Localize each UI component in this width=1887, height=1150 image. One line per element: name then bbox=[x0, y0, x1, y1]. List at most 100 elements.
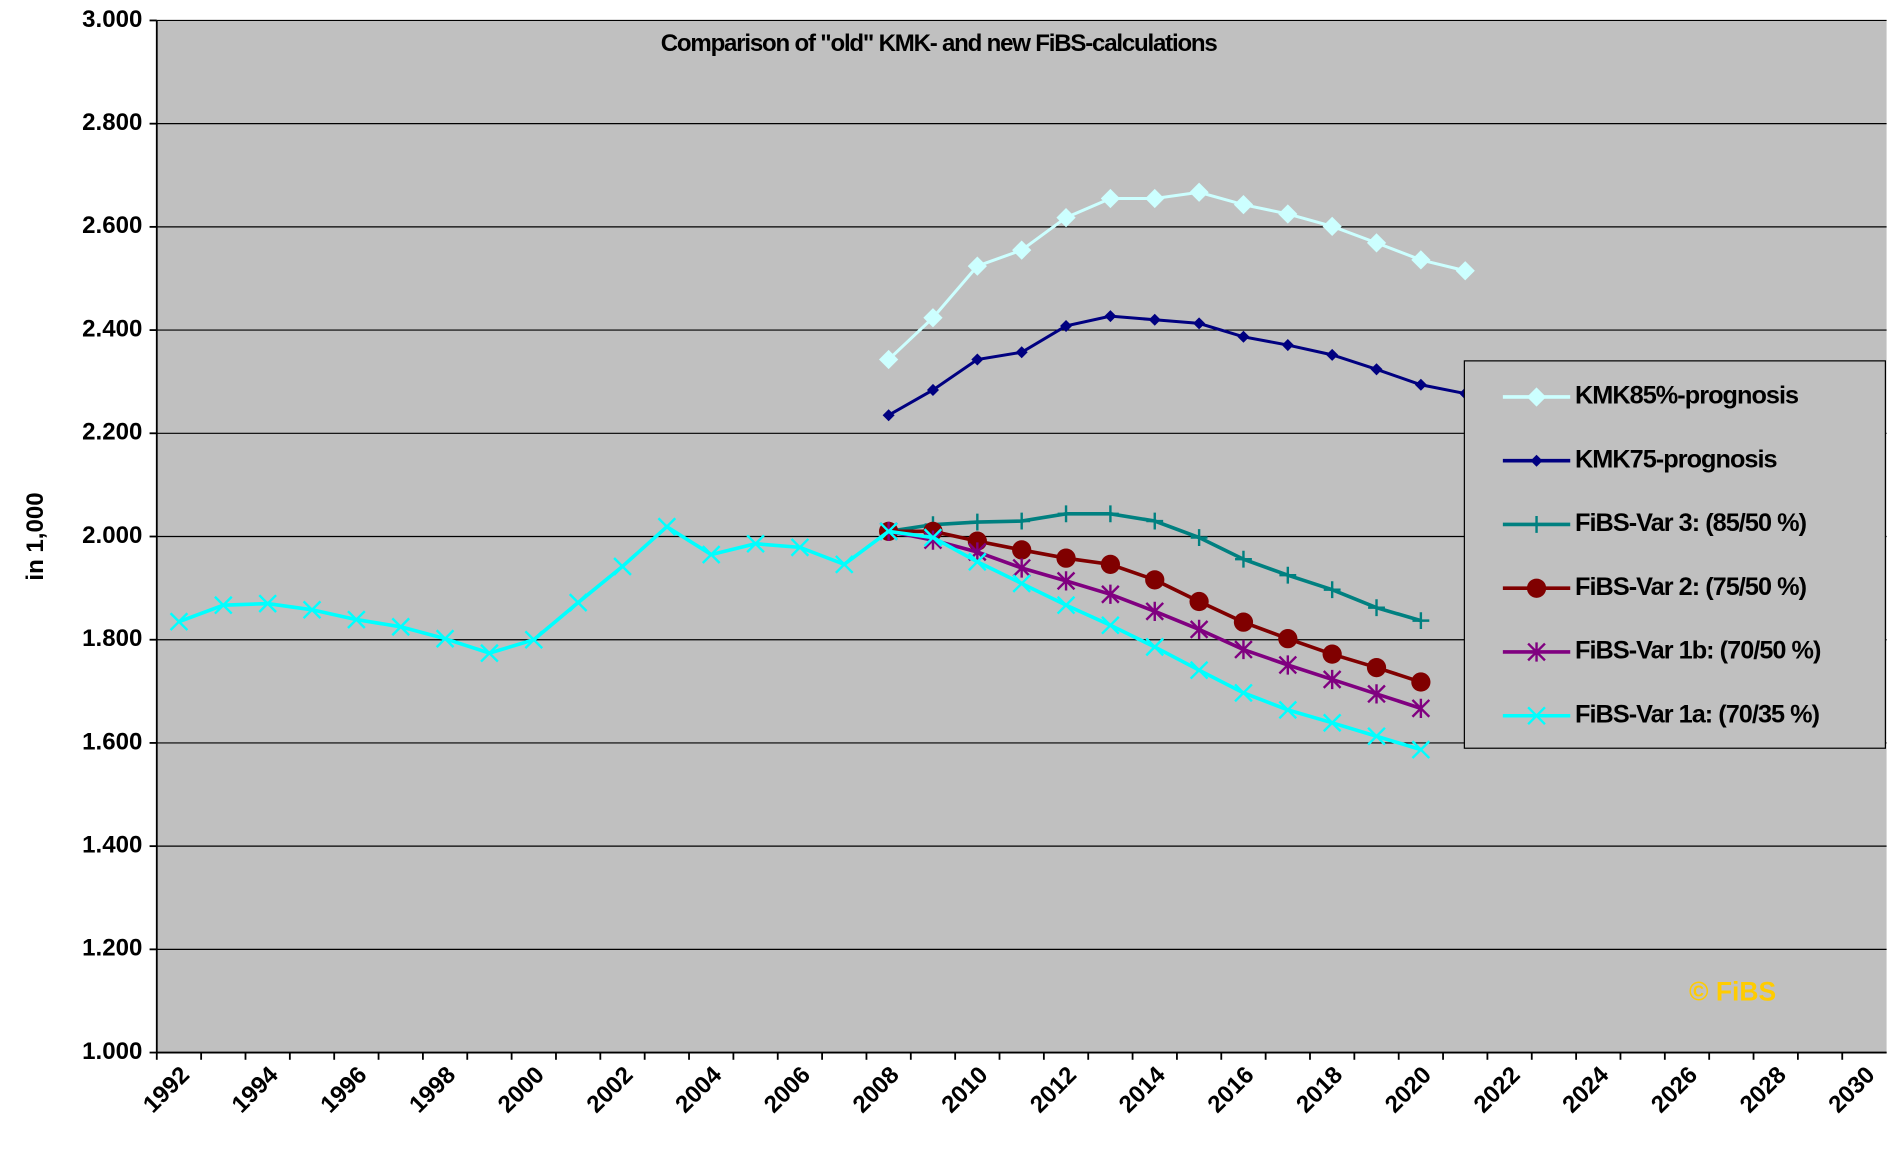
marker bbox=[1279, 566, 1297, 584]
marker bbox=[1530, 454, 1543, 467]
marker bbox=[214, 595, 233, 615]
x-tick-label: 2016 bbox=[1202, 1061, 1259, 1118]
marker bbox=[1056, 595, 1076, 615]
marker bbox=[1234, 639, 1253, 660]
legend: KMK85%-prognosis KMK75-prognosis FiBS-Var … bbox=[1463, 360, 1886, 749]
marker bbox=[1233, 612, 1254, 632]
marker bbox=[1060, 319, 1073, 332]
y-tick-label: 2.600 bbox=[82, 212, 142, 239]
marker bbox=[1056, 571, 1076, 591]
marker bbox=[1278, 629, 1298, 649]
marker bbox=[971, 353, 984, 366]
marker bbox=[968, 513, 986, 531]
legend-label: FiBS-Var 3: (85/50 %) bbox=[1575, 509, 1807, 537]
marker bbox=[701, 545, 721, 564]
y-axis-label: in 1,000 bbox=[22, 492, 49, 580]
marker bbox=[1057, 505, 1075, 523]
marker bbox=[302, 600, 322, 620]
y-tick-label: 2.000 bbox=[82, 522, 142, 549]
x-tick-label: 2018 bbox=[1291, 1061, 1348, 1118]
y-tick-label: 1.800 bbox=[82, 625, 142, 652]
watermark: © FiBS bbox=[1689, 977, 1776, 1007]
marker bbox=[1235, 550, 1252, 568]
x-tick-label: 2028 bbox=[1735, 1061, 1792, 1118]
marker bbox=[1411, 698, 1431, 718]
marker bbox=[613, 557, 632, 576]
marker bbox=[1012, 540, 1032, 560]
marker bbox=[524, 630, 544, 649]
y-tick-label: 3.000 bbox=[82, 6, 142, 33]
marker bbox=[1278, 655, 1298, 675]
y-tick-label: 2.800 bbox=[82, 109, 142, 136]
marker bbox=[1367, 684, 1386, 704]
marker bbox=[1012, 558, 1031, 578]
marker bbox=[1528, 516, 1545, 533]
marker bbox=[923, 528, 943, 547]
marker bbox=[1012, 574, 1031, 593]
marker bbox=[1237, 330, 1250, 343]
marker bbox=[1278, 700, 1298, 720]
marker bbox=[657, 517, 677, 536]
marker bbox=[879, 522, 898, 541]
marker bbox=[1278, 204, 1298, 224]
chart-title: Comparison of "old" KMK- and new FiBS-ca… bbox=[661, 30, 1218, 57]
marker bbox=[1146, 512, 1164, 530]
marker bbox=[480, 643, 499, 663]
legend-label: FiBS-Var 2: (75/50 %) bbox=[1575, 573, 1807, 601]
marker bbox=[391, 617, 411, 637]
marker bbox=[347, 610, 366, 629]
marker bbox=[926, 383, 939, 396]
x-tick-label: 2002 bbox=[582, 1061, 639, 1118]
marker bbox=[1526, 578, 1547, 598]
x-tick-label: 1992 bbox=[138, 1061, 195, 1118]
x-tick-label: 1996 bbox=[315, 1061, 372, 1118]
marker bbox=[1411, 740, 1431, 759]
x-tick-label: 1998 bbox=[404, 1061, 461, 1118]
marker bbox=[1101, 615, 1120, 635]
marker bbox=[879, 349, 899, 370]
marker bbox=[169, 612, 189, 631]
x-tick-label: 2022 bbox=[1469, 1061, 1526, 1118]
x-tick-label: 2010 bbox=[936, 1061, 993, 1118]
marker bbox=[1322, 669, 1342, 690]
x-tick-label: 2012 bbox=[1025, 1061, 1082, 1118]
series bbox=[169, 517, 1431, 759]
marker bbox=[1189, 660, 1209, 680]
marker bbox=[1012, 240, 1032, 260]
legend-label: FiBS-Var 1a: (70/35 %) bbox=[1575, 700, 1820, 728]
x-tick-label: 2030 bbox=[1823, 1061, 1880, 1118]
marker bbox=[1323, 581, 1341, 599]
x-tick-label: 1994 bbox=[227, 1061, 284, 1118]
marker bbox=[1281, 339, 1294, 352]
marker bbox=[790, 538, 810, 557]
marker bbox=[968, 552, 987, 572]
marker bbox=[1234, 683, 1253, 703]
marker bbox=[1056, 207, 1076, 228]
x-tick-label: 2004 bbox=[670, 1061, 727, 1118]
legend-box bbox=[1463, 360, 1886, 749]
y-tick-label: 2.400 bbox=[82, 315, 142, 342]
marker bbox=[1100, 554, 1121, 574]
marker bbox=[1145, 570, 1165, 590]
marker bbox=[923, 530, 943, 550]
marker bbox=[1322, 644, 1342, 664]
marker bbox=[1101, 505, 1119, 523]
marker bbox=[1101, 584, 1120, 604]
x-tick-label: 2006 bbox=[759, 1061, 816, 1118]
x-tick-label: 2026 bbox=[1646, 1061, 1703, 1118]
x-tick-label: 2024 bbox=[1557, 1061, 1614, 1118]
series bbox=[882, 310, 1472, 422]
marker bbox=[1366, 657, 1387, 678]
legend-label: FiBS-Var 1b: (70/50 %) bbox=[1575, 637, 1821, 665]
marker bbox=[1145, 188, 1165, 209]
marker bbox=[1367, 726, 1386, 746]
marker bbox=[746, 534, 765, 554]
marker bbox=[1190, 529, 1208, 546]
marker bbox=[1368, 599, 1385, 617]
x-tick-label: 2020 bbox=[1380, 1061, 1437, 1118]
marker bbox=[1189, 591, 1209, 612]
x-tick-label: 2008 bbox=[848, 1061, 905, 1118]
y-tick-label: 1.600 bbox=[82, 728, 142, 755]
legend-label: KMK75-prognosis bbox=[1575, 445, 1777, 473]
y-tick-label: 1.000 bbox=[82, 1038, 142, 1065]
